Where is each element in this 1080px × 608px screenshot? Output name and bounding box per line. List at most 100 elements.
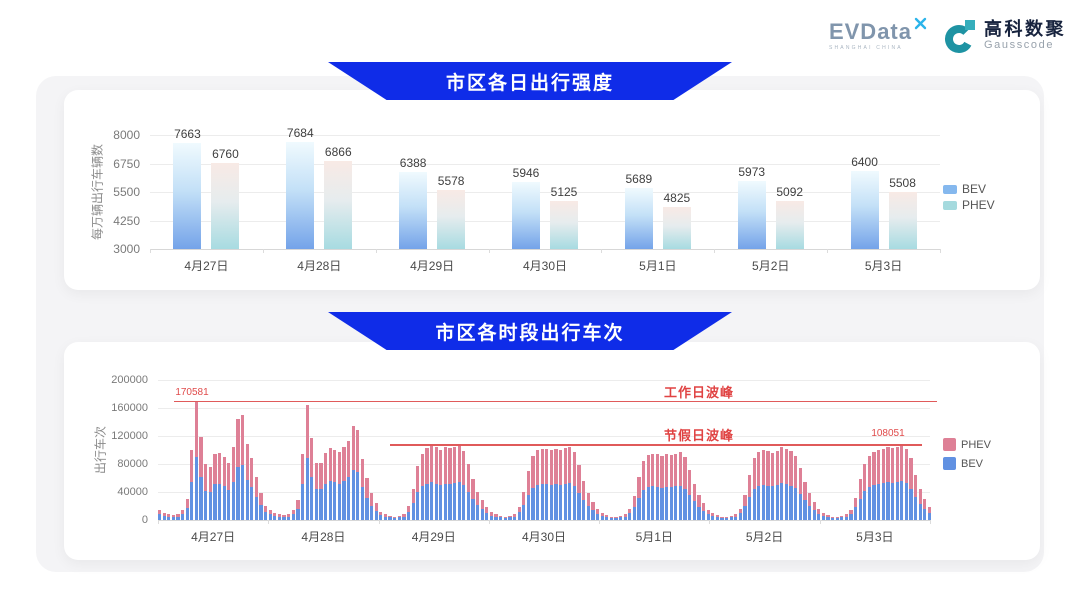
hour-bar [582, 380, 586, 520]
hour-bar [287, 380, 291, 520]
legend-item-bev[interactable]: BEV [943, 457, 983, 470]
phev-segment [282, 515, 286, 518]
x-axis-tick [601, 249, 603, 253]
phev-segment [559, 450, 563, 485]
bar-value-label: 5508 [889, 175, 916, 190]
legend-label: BEV [962, 182, 987, 196]
legend-label: PHEV [962, 198, 995, 212]
phev-segment [287, 513, 291, 517]
hour-bar [913, 380, 918, 520]
x-axis-label: 5月3日 [864, 259, 903, 273]
phev-segment [692, 483, 696, 502]
x-axis-label: 5月2日 [745, 530, 784, 544]
phev-segment [646, 454, 650, 488]
x-axis-tick [262, 249, 264, 253]
phev-segment [466, 464, 471, 492]
hour-bar [268, 380, 272, 520]
y-tick-label: 200000 [111, 374, 148, 386]
bev-bar-4月29日 [399, 171, 428, 249]
x-axis-tick [827, 249, 829, 253]
legend-item-phev[interactable]: PHEV [943, 198, 995, 212]
bev-segment [835, 517, 839, 520]
phev-segment [549, 450, 554, 485]
phev-bar-4月27日 [211, 163, 240, 249]
hour-bar [466, 380, 471, 520]
phev-segment [416, 466, 420, 492]
x-axis-label: 4月27日 [191, 530, 236, 544]
x-axis-label: 5月3日 [856, 530, 894, 544]
phev-segment [204, 464, 208, 491]
phev-segment [162, 513, 166, 516]
bev-segment [531, 487, 535, 520]
legend-item-phev[interactable]: PHEV [943, 438, 991, 451]
phev-segment [678, 452, 683, 486]
phev-segment [863, 464, 867, 492]
phev-segment [734, 514, 738, 517]
phev-segment [328, 447, 332, 481]
hour-bar [904, 380, 908, 520]
hour-bar [185, 380, 189, 520]
x-axis-tick [375, 249, 377, 253]
phev-segment [439, 450, 443, 485]
phev-segment [425, 447, 429, 484]
bev-segment [254, 496, 259, 520]
hour-bar [646, 380, 650, 520]
hour-bar [563, 380, 567, 520]
hour-bar [817, 380, 821, 520]
hour-bar [360, 380, 365, 520]
hour-bar [374, 380, 378, 520]
bev-segment [508, 517, 512, 520]
hour-bar [711, 380, 715, 520]
x-axis-tick [158, 520, 159, 524]
phev-segment [789, 451, 793, 486]
phev-segment [526, 471, 530, 495]
phev-segment [360, 459, 365, 488]
bev-segment [854, 507, 858, 520]
hour-bar [259, 380, 263, 520]
x-axis-tick [930, 520, 931, 524]
x-axis-label: 4月30日 [522, 259, 568, 273]
y-tick-label: 8000 [113, 128, 140, 142]
hour-bar [462, 380, 466, 520]
bev-segment [453, 482, 457, 520]
hour-bar [789, 380, 793, 520]
hour-bar [512, 380, 517, 520]
bev-segment [886, 482, 890, 520]
hour-bar [273, 380, 277, 520]
hour-bar [720, 380, 724, 520]
hour-bar [766, 380, 770, 520]
legend-label: PHEV [961, 438, 991, 451]
bev-bar-5月2日 [737, 181, 766, 249]
phev-segment [250, 458, 254, 488]
bev-segment [895, 482, 899, 520]
bev-segment [480, 508, 484, 520]
bev-segment [568, 482, 572, 520]
hour-bar [844, 380, 849, 520]
legend-item-bev[interactable]: BEV [943, 182, 986, 196]
hour-bar [522, 380, 526, 520]
phev-segment [641, 460, 646, 490]
daily-intensity-chart: 每万辆出行车辆数 3000 4250 5500 6750 8000 7663 6760 4月27… [64, 90, 1040, 290]
phev-bar-5月3日 [888, 191, 917, 249]
phev-segment [222, 457, 226, 487]
hour-bar [724, 380, 729, 520]
bev-segment [729, 517, 733, 520]
hour-bar [821, 380, 825, 520]
bev-segment [434, 483, 438, 520]
phev-segment [429, 445, 434, 483]
phev-segment [305, 404, 309, 459]
hour-bar [158, 380, 162, 520]
bev-segment [231, 481, 235, 520]
phev-segment [835, 516, 839, 518]
x-axis-label: 4月29日 [411, 530, 456, 544]
phev-segment [462, 450, 466, 485]
hour-bar [618, 380, 623, 520]
phev-segment [568, 446, 572, 483]
phev-segment [817, 508, 821, 514]
hour-bar [429, 380, 434, 520]
hour-bar [559, 380, 563, 520]
bev-segment [268, 514, 272, 520]
bev-segment [784, 484, 789, 520]
bev-segment [651, 486, 655, 520]
bev-segment [264, 512, 268, 520]
